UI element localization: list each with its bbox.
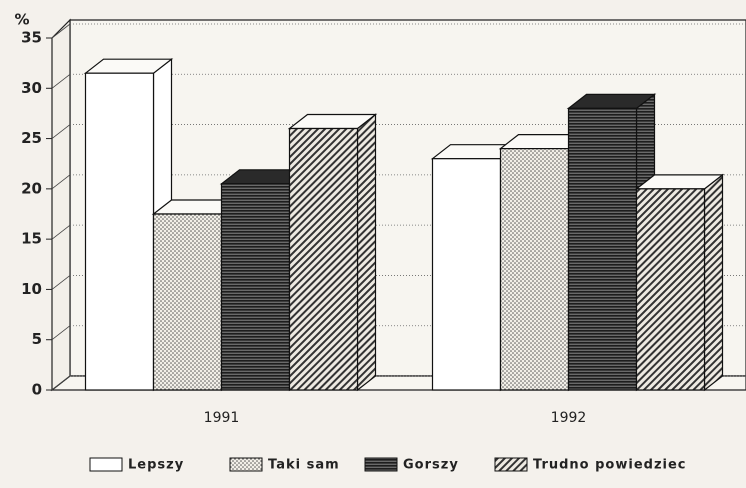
bar [567,107,638,391]
y-tick-label: 20 [21,179,42,197]
y-tick-label: 5 [32,330,42,348]
grid-line [51,174,71,190]
y-tick-label: 10 [21,280,42,298]
y-tick-label: 25 [21,129,42,147]
x-tick-label: 1991 [204,410,240,426]
bar [84,72,155,391]
legend-swatch [89,457,123,472]
y-axis-label: % [14,11,29,29]
bar [288,127,359,391]
bar [152,213,223,391]
grid-line [51,224,71,240]
x-tick-label: 1992 [551,410,587,426]
y-tick-label: 35 [21,29,42,47]
bar-side [356,113,377,392]
grid-line [51,325,71,341]
grid-line [51,375,71,391]
bar [499,148,570,391]
grid-line [51,73,71,89]
legend-label: Taki sam [268,458,340,473]
legend-swatch [229,457,263,472]
side-wall [51,18,71,392]
grid-line [51,275,71,290]
bar [635,188,706,391]
bar [431,158,502,391]
y-tick-label: 15 [21,230,42,248]
legend-label: Lepszy [128,458,184,473]
bar [220,183,291,391]
legend-label: Gorszy [403,458,459,473]
bar-side [703,173,724,392]
y-tick-label: 30 [21,79,42,97]
legend-swatch [364,457,398,472]
grid-line [51,124,71,139]
y-tick-label: 0 [32,381,42,399]
legend-swatch [494,457,528,472]
legend-label: Trudno powiedziec [533,458,687,473]
grid-line [51,23,71,39]
